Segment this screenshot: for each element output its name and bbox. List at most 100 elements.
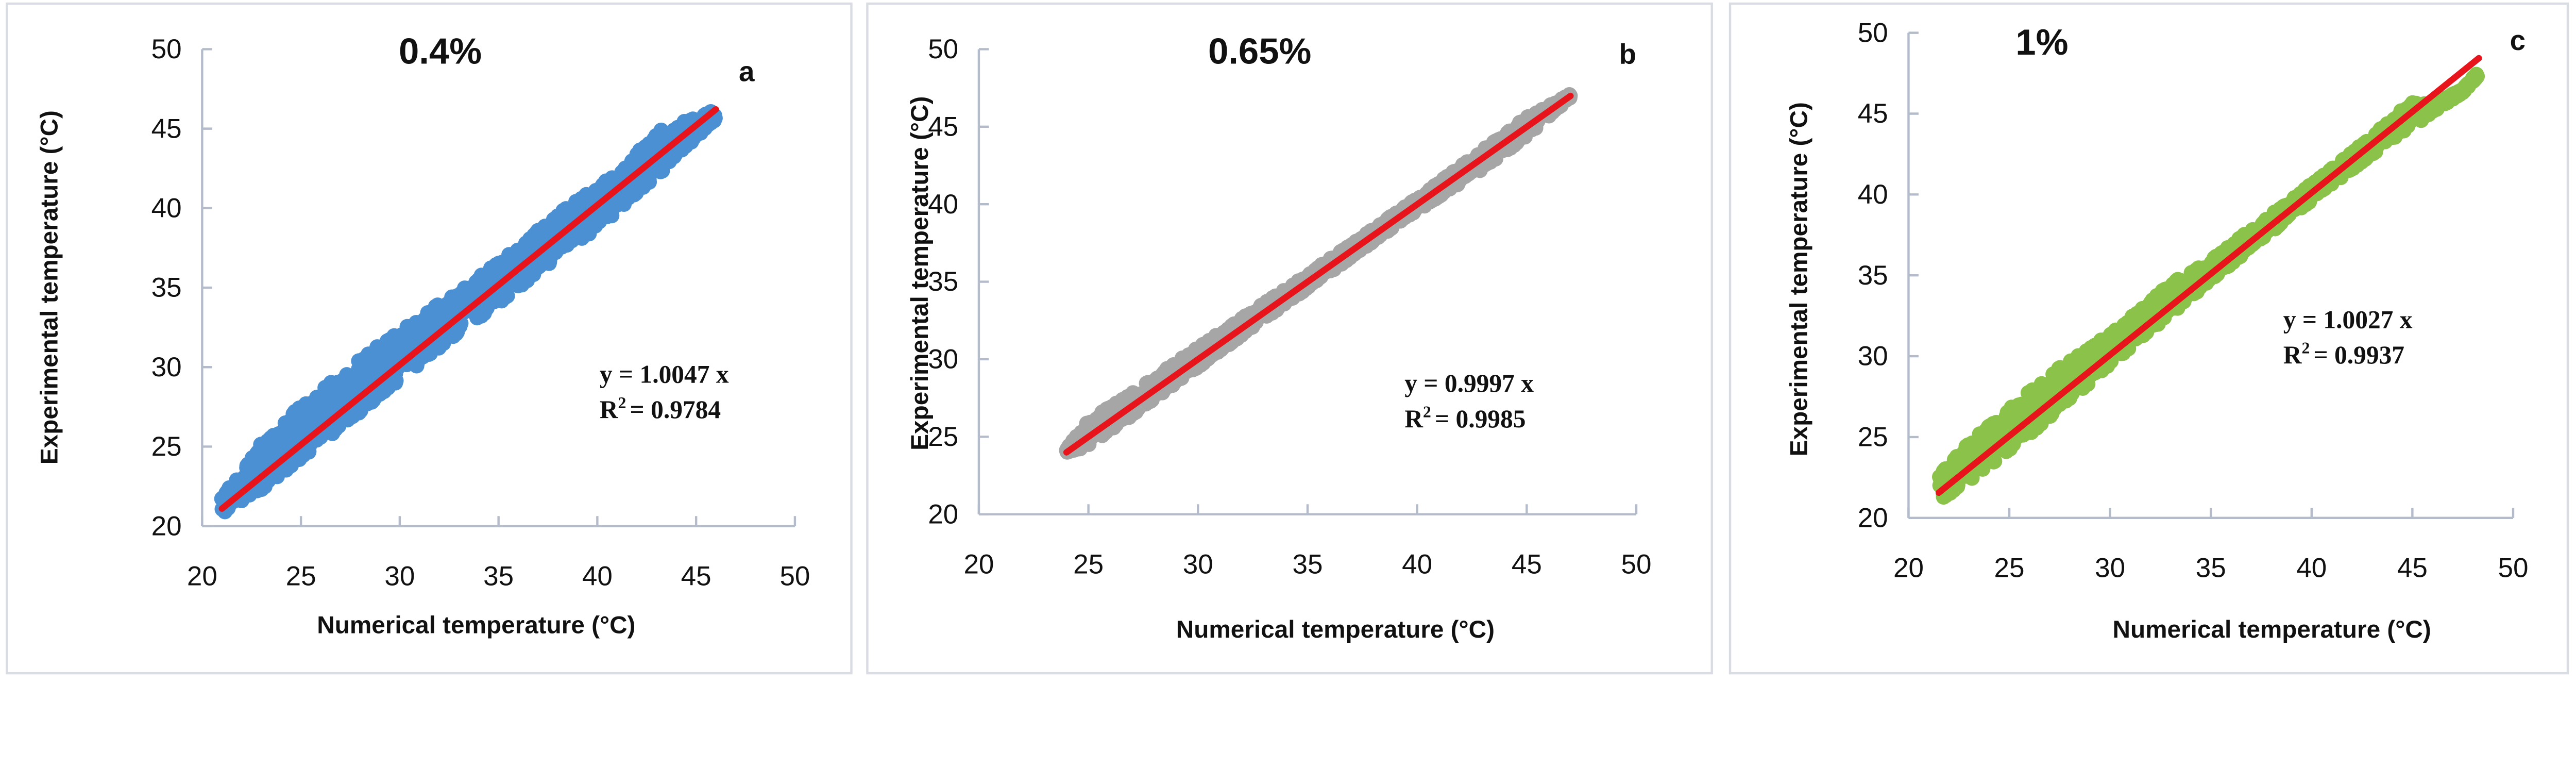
r2-superscript: 2 xyxy=(1423,403,1431,421)
r-squared-label: R2 = 0.9985 xyxy=(1404,403,1526,432)
data-point xyxy=(431,340,447,356)
x-tick-label: 20 xyxy=(187,561,217,592)
panel-label: b xyxy=(1619,38,1636,70)
x-tick-label: 20 xyxy=(963,549,994,580)
y-tick-label: 50 xyxy=(928,34,958,64)
data-point xyxy=(424,314,440,330)
x-axis-title: Numerical temperature (°C) xyxy=(1176,616,1495,643)
x-axis-title: Numerical temperature (°C) xyxy=(2113,616,2431,643)
data-point xyxy=(297,414,313,430)
x-tick-label: 50 xyxy=(1621,549,1652,580)
data-point xyxy=(360,353,376,369)
fit-equation: y = 0.9997 x xyxy=(1404,369,1534,397)
data-point xyxy=(2052,373,2068,389)
data-point xyxy=(1936,463,1952,479)
data-point xyxy=(2434,95,2450,112)
data-point xyxy=(297,403,313,419)
r2-value: = 0.9784 xyxy=(630,395,721,424)
r2-value: = 0.9937 xyxy=(2313,341,2404,369)
data-point xyxy=(262,447,278,463)
data-point xyxy=(2033,376,2049,392)
panel-border xyxy=(866,2,1713,675)
data-point xyxy=(2465,72,2481,88)
x-tick-label: 25 xyxy=(286,561,316,592)
y-axis-title: Experimental temperature (°C) xyxy=(906,96,934,451)
chart-title: 0.65% xyxy=(1208,31,1311,72)
scatter-series xyxy=(214,104,723,520)
y-tick-label: 40 xyxy=(928,189,958,220)
y-axis-title: Experimental temperature (°C) xyxy=(1785,102,1812,456)
data-point xyxy=(573,191,589,207)
data-point xyxy=(455,288,471,304)
y-tick-label: 25 xyxy=(151,431,182,462)
chart-panel-b: 20 25 30 35 40 45 50 20 25 30 35 40 45 50 0.65% b y = 0.… xyxy=(866,2,1713,675)
x-tick-label: 40 xyxy=(582,561,613,592)
data-point xyxy=(372,386,388,402)
y-tick-label: 25 xyxy=(928,422,958,452)
y-tick-label: 35 xyxy=(928,266,958,297)
y-tick-label: 45 xyxy=(928,111,958,142)
r2-superscript: 2 xyxy=(2301,339,2310,357)
x-tick-label: 45 xyxy=(681,561,711,592)
x-tick-label: 50 xyxy=(2498,553,2529,583)
data-point xyxy=(2112,327,2128,343)
x-tick-label: 35 xyxy=(1292,549,1323,580)
data-point xyxy=(2018,397,2034,413)
data-point xyxy=(556,238,572,254)
y-tick-label: 30 xyxy=(928,344,958,375)
data-point xyxy=(2128,310,2144,326)
three-panel-scatter-figure: 20 25 30 35 40 45 50 20 25 30 35 40 45 50 0.4% a y = 1.0… xyxy=(6,2,2569,675)
r2-value: = 0.9985 xyxy=(1435,405,1526,433)
r2-prefix: R xyxy=(600,395,619,424)
y-tick-label: 50 xyxy=(1858,18,1888,48)
panel-label: c xyxy=(2510,24,2526,56)
data-point xyxy=(387,374,403,390)
x-tick-label: 45 xyxy=(1512,549,1542,580)
x-axis-title: Numerical temperature (°C) xyxy=(317,611,635,639)
y-tick-label: 30 xyxy=(1858,341,1888,372)
x-tick-label: 20 xyxy=(1893,553,1924,583)
x-tick-label: 35 xyxy=(2196,553,2226,583)
r-squared-label: R2 = 0.9937 xyxy=(2283,339,2404,369)
trendline xyxy=(218,106,719,512)
trendline xyxy=(1935,55,2482,496)
x-tick-label: 45 xyxy=(2397,553,2428,583)
x-tick-label: 40 xyxy=(2296,553,2327,583)
chart-panel-c: 20 25 30 35 40 45 50 20 25 30 35 40 45 50 1% c y = 1.002… xyxy=(1728,2,2569,675)
x-tick-label: 50 xyxy=(779,561,810,592)
fit-equation: y = 1.0047 x xyxy=(600,360,729,388)
y-tick-label: 20 xyxy=(151,511,182,541)
data-point xyxy=(347,373,363,390)
chart-title: 1% xyxy=(2015,22,2068,62)
data-point xyxy=(285,423,301,439)
data-point xyxy=(641,172,657,188)
data-point xyxy=(581,226,597,242)
y-tick-label: 40 xyxy=(151,193,182,224)
chart-title: 0.4% xyxy=(399,31,482,72)
x-tick-label: 30 xyxy=(1183,549,1213,580)
trendline xyxy=(1063,92,1574,456)
data-point xyxy=(312,389,328,405)
data-point xyxy=(2413,112,2429,128)
x-tick-label: 40 xyxy=(1402,549,1432,580)
y-tick-label: 45 xyxy=(1858,98,1888,129)
y-tick-label: 45 xyxy=(151,113,182,144)
r2-superscript: 2 xyxy=(618,394,626,412)
y-tick-label: 20 xyxy=(928,499,958,529)
r2-prefix: R xyxy=(1404,405,1423,433)
y-tick-label: 50 xyxy=(151,34,182,64)
y-tick-label: 25 xyxy=(1858,422,1888,453)
data-point xyxy=(317,401,333,417)
y-axis-title: Experimental temperature (°C) xyxy=(36,110,63,464)
y-tick-label: 30 xyxy=(151,352,182,382)
data-point xyxy=(2083,340,2099,356)
data-point xyxy=(479,300,495,316)
chart-panel-a: 20 25 30 35 40 45 50 20 25 30 35 40 45 50 0.4% a y = 1.0… xyxy=(6,2,853,675)
data-point xyxy=(498,285,514,301)
x-tick-label: 35 xyxy=(483,561,514,592)
y-tick-label: 40 xyxy=(1858,179,1888,210)
x-tick-label: 25 xyxy=(1073,549,1104,580)
fit-equation: y = 1.0027 x xyxy=(2283,305,2413,334)
data-point xyxy=(615,191,631,207)
y-tick-label: 20 xyxy=(1858,503,1888,533)
